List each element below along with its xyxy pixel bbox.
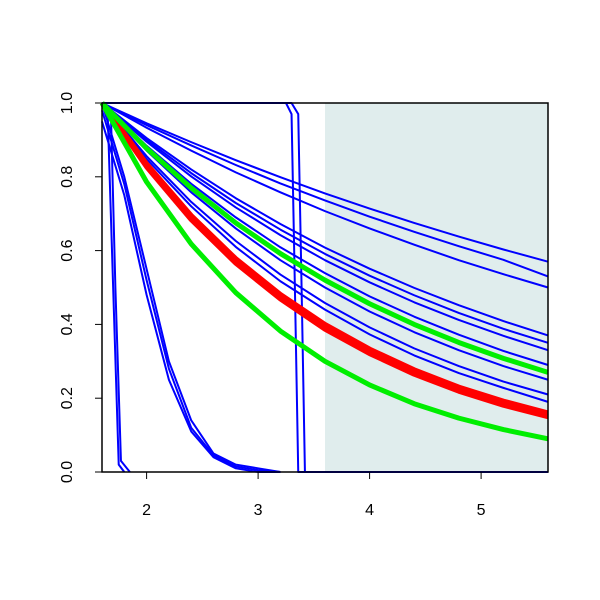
y-tick-label: 0.8 [59,166,76,188]
line [99,101,549,416]
line [101,102,549,352]
x-tick-label: 4 [365,502,374,519]
line [101,110,281,473]
line [101,102,549,344]
x-tick-label: 5 [477,502,486,519]
line [101,102,549,403]
x-tick-label: 2 [142,502,151,519]
line [101,102,549,366]
x-tick-label: 3 [254,502,263,519]
line [101,102,549,337]
y-tick-label: 0.4 [59,313,76,335]
line [101,102,549,396]
line [101,102,549,289]
line [99,101,549,442]
y-tick-label: 0.2 [59,387,76,409]
y-tick-label: 0.0 [59,461,76,483]
line [101,102,549,263]
line [101,121,281,473]
line [101,102,549,381]
plot-frame [101,102,549,473]
line [101,102,549,278]
shaded-region [325,103,548,472]
line [100,101,549,375]
line [101,102,281,473]
y-tick-label: 1.0 [59,92,76,114]
y-tick-label: 0.6 [59,239,76,261]
